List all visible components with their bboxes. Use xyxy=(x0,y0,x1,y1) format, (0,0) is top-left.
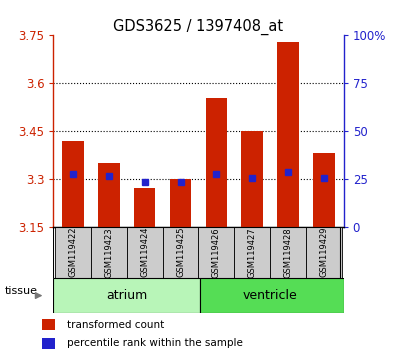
Bar xyxy=(134,188,156,227)
Bar xyxy=(200,278,344,313)
Bar xyxy=(277,42,299,227)
Title: GDS3625 / 1397408_at: GDS3625 / 1397408_at xyxy=(113,19,284,35)
Bar xyxy=(62,141,84,227)
Bar xyxy=(313,153,335,227)
Bar xyxy=(199,227,234,278)
Bar xyxy=(53,278,200,313)
Text: ventricle: ventricle xyxy=(243,289,297,302)
Bar xyxy=(163,227,199,278)
Bar xyxy=(170,179,191,227)
Bar xyxy=(91,227,127,278)
Text: GSM119426: GSM119426 xyxy=(212,227,221,278)
Text: transformed count: transformed count xyxy=(67,320,164,330)
Bar xyxy=(270,227,306,278)
Text: percentile rank within the sample: percentile rank within the sample xyxy=(67,338,243,348)
Text: GSM119428: GSM119428 xyxy=(284,227,293,278)
Bar xyxy=(42,338,55,349)
Bar xyxy=(127,227,163,278)
Bar xyxy=(98,163,120,227)
Text: tissue: tissue xyxy=(4,286,37,296)
Bar xyxy=(306,227,342,278)
Text: GSM119423: GSM119423 xyxy=(104,227,113,278)
Bar xyxy=(241,131,263,227)
Text: GSM119427: GSM119427 xyxy=(248,227,257,278)
Bar xyxy=(234,227,270,278)
Text: GSM119422: GSM119422 xyxy=(69,227,77,278)
Bar xyxy=(55,227,91,278)
Bar xyxy=(206,97,227,227)
Text: GSM119429: GSM119429 xyxy=(320,227,328,278)
Text: GSM119424: GSM119424 xyxy=(140,227,149,278)
Text: atrium: atrium xyxy=(106,289,147,302)
Bar xyxy=(42,319,55,330)
Text: GSM119425: GSM119425 xyxy=(176,227,185,278)
